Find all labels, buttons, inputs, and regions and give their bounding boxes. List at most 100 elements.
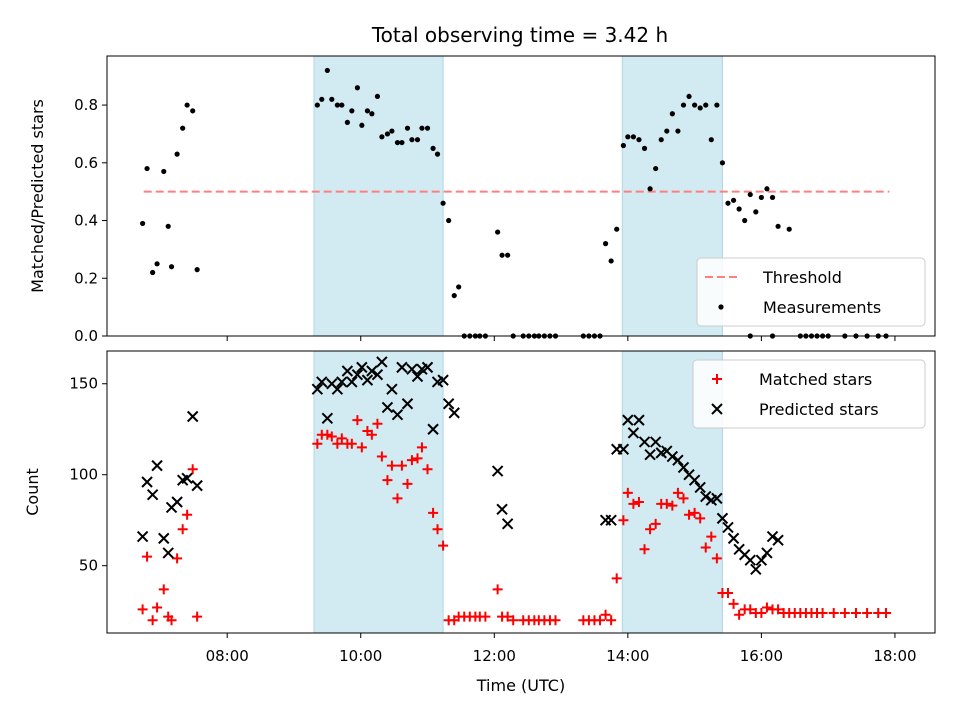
predicted-stars-point — [162, 547, 174, 559]
predicted-stars-point — [351, 368, 364, 381]
predicted-stars-point — [356, 361, 368, 374]
predicted-stars-point — [411, 370, 424, 383]
predicted-stars-point — [448, 407, 460, 419]
measurement-point — [399, 139, 405, 146]
measurement-point — [669, 111, 675, 117]
measurement-point — [647, 186, 653, 192]
predicted-stars-point — [396, 361, 408, 374]
predicted-stars-point — [638, 436, 651, 448]
matched-stars-point — [508, 615, 519, 626]
measurement-point — [764, 186, 770, 192]
predicted-stars-point — [336, 376, 348, 388]
chart-title: Total observing time = 3.42 h — [371, 23, 668, 47]
measurement-point — [344, 119, 350, 125]
y-tick-label: 0.0 — [74, 327, 98, 345]
predicted-stars-point — [442, 398, 455, 410]
predicted-stars-point — [331, 383, 344, 395]
legend-label: Predicted stars — [759, 400, 879, 419]
measurement-point — [775, 223, 781, 229]
measurement-point — [614, 226, 620, 232]
measurement-point — [394, 139, 401, 146]
top-panel-y-axis-label: Matched/Predicted stars — [28, 99, 47, 293]
matched-stars-point — [689, 507, 700, 518]
matched-stars-point — [728, 598, 739, 609]
predicted-stars-point — [496, 503, 508, 515]
top-panel-frame — [106, 55, 936, 337]
measurement-point — [194, 267, 200, 273]
matched-stars-point — [611, 573, 622, 584]
bottom-panel-marks — [136, 356, 892, 626]
x-axis-label: Time (UTC) — [476, 676, 565, 695]
predicted-stars-point — [361, 374, 374, 386]
measurement-point — [742, 217, 748, 224]
measurement-point — [349, 108, 355, 114]
series-measurements — [140, 67, 889, 339]
y-tick-label: 0.8 — [74, 96, 98, 114]
x-tick-label: 08:00 — [206, 647, 249, 665]
measurement-point — [625, 134, 631, 140]
legend-matched-swatch — [712, 374, 722, 384]
predicted-stars-point — [158, 532, 170, 545]
predicted-stars-point — [381, 401, 394, 414]
predicted-stars-point — [191, 479, 203, 492]
matched-stars-point — [862, 607, 873, 618]
predicted-stars-point — [321, 412, 334, 425]
predicted-stars-point — [700, 490, 712, 503]
measurement-point — [434, 151, 441, 157]
matched-stars-point — [734, 609, 745, 620]
matched-stars-point — [142, 551, 153, 562]
matched-stars-point — [480, 611, 491, 622]
matched-stars-point — [700, 542, 711, 553]
measurement-point — [703, 102, 709, 108]
matched-stars-point — [881, 607, 892, 618]
measurement-point — [446, 217, 452, 224]
legend-predicted-swatch — [711, 403, 723, 415]
y-tick-label: 150 — [69, 375, 98, 393]
predicted-stars-point — [622, 414, 634, 426]
matched-stars-point — [432, 524, 443, 535]
predicted-stars-point — [761, 547, 773, 559]
shaded-interval-1 — [313, 55, 444, 337]
matched-stars-point — [326, 431, 337, 442]
matched-stars-point — [628, 498, 639, 509]
x-tick-label: 16:00 — [740, 647, 783, 665]
predicted-stars-point — [346, 376, 358, 388]
matched-stars-point — [428, 507, 439, 518]
matched-stars-point — [828, 607, 839, 618]
measurement-point — [620, 142, 626, 149]
matched-stars-point — [639, 544, 650, 555]
measurement-point — [753, 209, 759, 215]
predicted-stars-point — [672, 454, 684, 466]
measurement-point — [389, 128, 395, 134]
predicted-stars-point — [605, 514, 617, 526]
measurement-point — [140, 220, 146, 227]
legend-label: Threshold — [762, 268, 842, 287]
matched-stars-point — [147, 615, 158, 626]
measurement-point — [675, 128, 681, 134]
measurement-point — [419, 125, 425, 131]
matched-stars-point — [745, 604, 756, 615]
matched-stars-point — [672, 487, 683, 498]
top-panel: 0.00.20.40.60.8 Matched/Predicted stars … — [28, 55, 936, 345]
matched-stars-point — [322, 429, 333, 440]
predicted-stars-point — [694, 481, 706, 494]
matched-stars-point — [606, 615, 617, 626]
measurement-point — [374, 93, 381, 100]
series-matched-stars — [137, 415, 892, 626]
predicted-stars-point — [406, 363, 418, 375]
matched-stars-point — [376, 451, 387, 462]
measurement-point — [725, 200, 731, 206]
measurement-point — [769, 194, 776, 201]
predicted-stars-point — [181, 472, 193, 485]
measurement-point — [150, 269, 156, 276]
predicted-stars-point — [501, 518, 514, 530]
matched-stars-point — [382, 475, 393, 486]
matched-stars-point — [352, 415, 363, 426]
bottom-panel-axes: 50 100 150 08:00 10:00 12:00 14:00 16:00 18:00 — [69, 375, 916, 665]
x-tick-label: 18:00 — [873, 647, 916, 665]
measurement-point — [334, 102, 340, 108]
x-tick-label: 14:00 — [606, 647, 649, 665]
matched-stars-point — [192, 611, 203, 622]
y-tick-label: 0.2 — [74, 269, 98, 287]
matched-stars-point — [356, 442, 367, 453]
